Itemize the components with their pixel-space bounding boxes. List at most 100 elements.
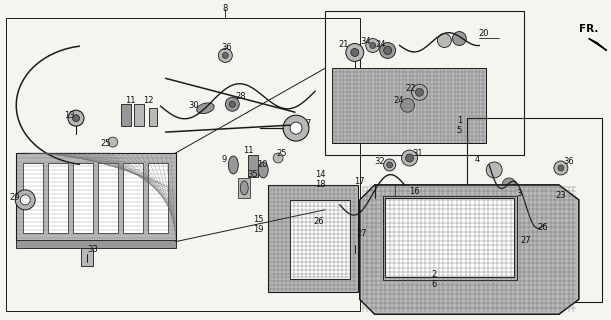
Text: 20: 20: [478, 29, 488, 38]
Text: 11: 11: [125, 96, 136, 105]
Text: 35: 35: [247, 171, 258, 180]
Circle shape: [526, 224, 542, 240]
Circle shape: [401, 98, 414, 112]
Bar: [467, 118, 602, 302]
Text: 1: 1: [456, 116, 462, 125]
Ellipse shape: [240, 181, 248, 195]
Circle shape: [15, 190, 35, 210]
Ellipse shape: [229, 156, 238, 174]
Circle shape: [20, 195, 30, 205]
Bar: [248, 155, 258, 177]
Circle shape: [229, 101, 235, 107]
Circle shape: [379, 43, 395, 59]
Bar: [332, 68, 486, 143]
Text: 14: 14: [315, 171, 325, 180]
Circle shape: [452, 32, 466, 45]
Text: 25: 25: [277, 148, 287, 157]
Text: 11: 11: [243, 146, 254, 155]
Polygon shape: [589, 38, 607, 51]
Text: FR.: FR.: [579, 24, 598, 34]
Circle shape: [73, 115, 79, 122]
Bar: [123, 163, 143, 233]
Bar: [134, 104, 144, 126]
Bar: [238, 178, 251, 198]
Bar: [48, 163, 68, 233]
Bar: [290, 200, 350, 279]
Bar: [121, 104, 131, 126]
Bar: [23, 163, 43, 233]
Text: 33: 33: [87, 245, 98, 254]
Circle shape: [395, 185, 414, 205]
Bar: [382, 196, 517, 280]
Bar: [6, 18, 360, 311]
Bar: [385, 198, 514, 277]
Text: 31: 31: [412, 148, 423, 157]
Bar: [16, 240, 175, 248]
Text: 6: 6: [432, 280, 437, 289]
Circle shape: [384, 159, 395, 171]
Text: 26: 26: [313, 217, 324, 226]
Circle shape: [225, 97, 240, 111]
Text: 15: 15: [253, 215, 263, 224]
Bar: [148, 108, 156, 126]
Bar: [332, 68, 486, 143]
Text: 25: 25: [101, 139, 111, 148]
Text: 28: 28: [235, 92, 246, 101]
Circle shape: [415, 88, 423, 96]
Circle shape: [108, 137, 118, 147]
Text: 19: 19: [253, 225, 263, 234]
Text: 27: 27: [356, 229, 367, 238]
Bar: [148, 163, 167, 233]
Text: 10: 10: [257, 160, 268, 170]
Circle shape: [321, 216, 339, 234]
Bar: [325, 11, 524, 155]
Text: 32: 32: [375, 157, 385, 166]
Circle shape: [502, 178, 516, 192]
Text: 30: 30: [188, 101, 199, 110]
Text: 24: 24: [393, 96, 404, 105]
Text: 5: 5: [456, 126, 462, 135]
Text: 4: 4: [475, 156, 480, 164]
Text: 16: 16: [409, 188, 420, 196]
Text: 36: 36: [221, 43, 232, 52]
Ellipse shape: [258, 162, 268, 178]
Circle shape: [218, 49, 232, 62]
Text: 3: 3: [516, 189, 522, 198]
Text: 2: 2: [432, 270, 437, 279]
Circle shape: [290, 122, 302, 134]
Text: 17: 17: [354, 177, 365, 187]
Bar: [73, 163, 93, 233]
Circle shape: [370, 43, 376, 49]
Text: 9: 9: [222, 156, 227, 164]
Circle shape: [273, 153, 283, 163]
Text: 8: 8: [222, 4, 228, 13]
Circle shape: [406, 154, 414, 162]
Circle shape: [545, 193, 559, 207]
Bar: [268, 185, 358, 292]
Polygon shape: [16, 153, 175, 242]
Circle shape: [283, 115, 309, 141]
Circle shape: [387, 162, 393, 168]
Text: 21: 21: [338, 40, 349, 49]
Circle shape: [326, 221, 334, 229]
Text: 7: 7: [306, 119, 310, 128]
Text: 34: 34: [360, 37, 371, 46]
Circle shape: [513, 209, 525, 221]
Bar: [98, 163, 118, 233]
Circle shape: [68, 110, 84, 126]
Circle shape: [400, 190, 409, 200]
Circle shape: [530, 228, 538, 236]
Text: 12: 12: [144, 96, 154, 105]
Text: 27: 27: [521, 236, 532, 245]
Circle shape: [412, 84, 428, 100]
Circle shape: [558, 165, 564, 171]
Circle shape: [523, 194, 535, 206]
Text: 24: 24: [375, 40, 386, 49]
Circle shape: [437, 34, 452, 47]
Circle shape: [513, 239, 525, 251]
Text: 36: 36: [563, 157, 574, 166]
Text: 26: 26: [538, 223, 548, 232]
Text: 23: 23: [555, 191, 566, 200]
Circle shape: [384, 46, 392, 54]
Circle shape: [554, 161, 568, 175]
